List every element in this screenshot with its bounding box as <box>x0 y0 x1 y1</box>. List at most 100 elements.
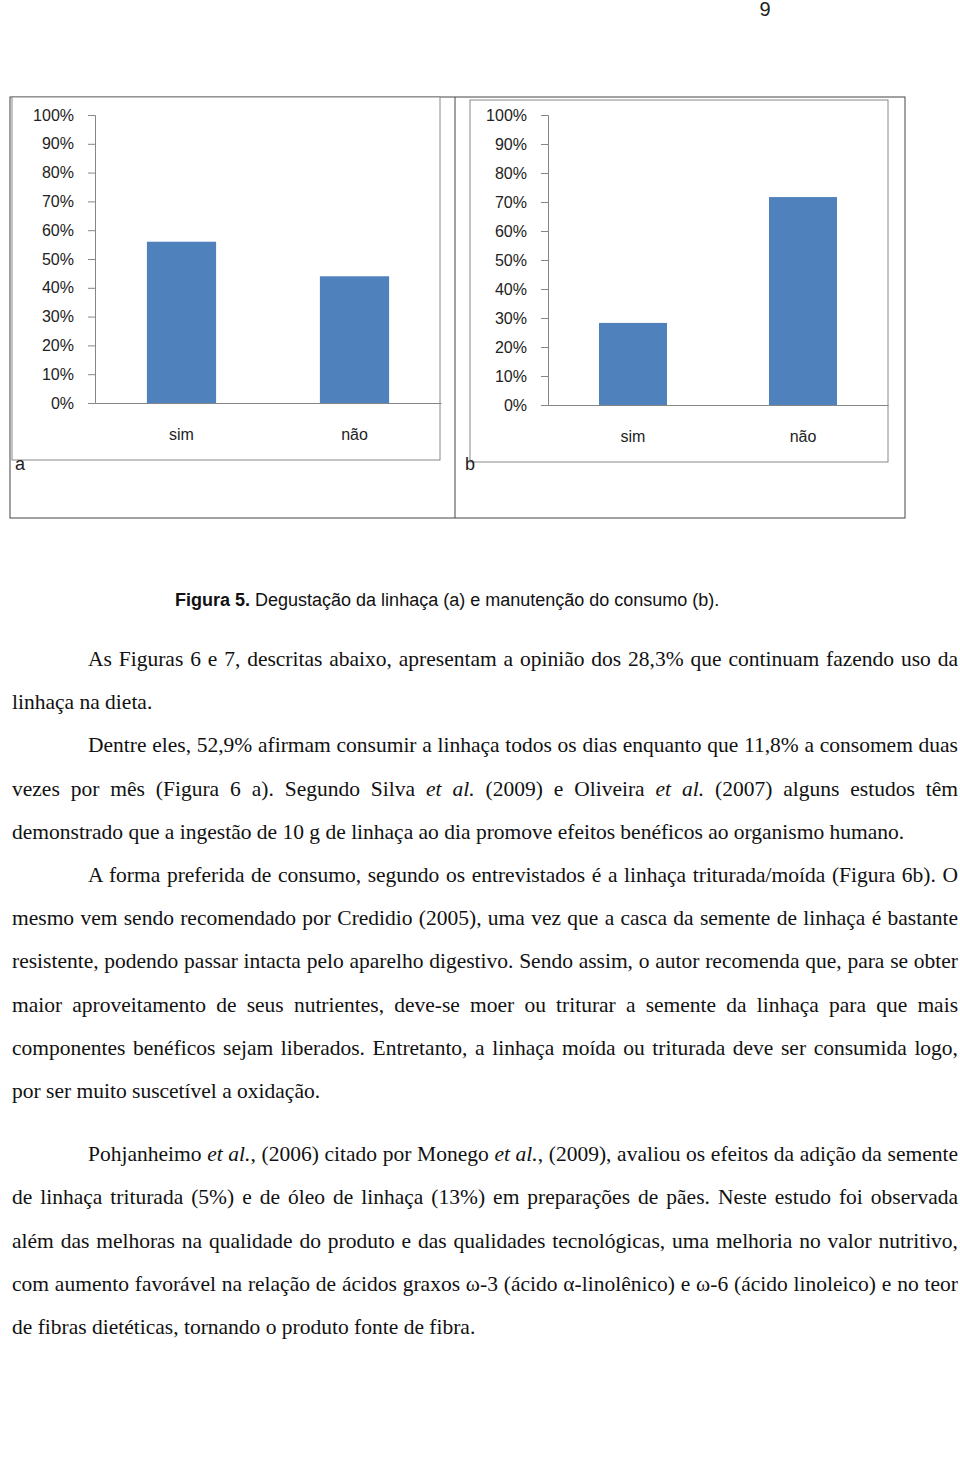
tick-label: 70% <box>42 193 74 210</box>
tick-label: 90% <box>495 136 527 153</box>
tick-label: 80% <box>42 164 74 181</box>
tick: 10% <box>42 366 95 383</box>
tick-mark <box>541 289 548 290</box>
bars <box>599 197 837 405</box>
tick-mark <box>88 144 95 145</box>
text-run: (2009) e Oliveira <box>475 777 656 801</box>
tick-label: 90% <box>42 135 74 152</box>
tick: 60% <box>42 222 95 239</box>
tick: 100% <box>33 107 95 124</box>
axis-line <box>541 116 549 406</box>
panel-label: a <box>15 454 26 474</box>
tick: não <box>790 405 817 445</box>
tick: 30% <box>42 308 95 325</box>
tick: não <box>341 403 368 443</box>
tick-label: 70% <box>495 194 527 211</box>
tick-label: 10% <box>495 368 527 385</box>
tick-label: 20% <box>42 337 74 354</box>
text-run: Pohjanheimo <box>88 1142 207 1166</box>
figure-caption: Figura 5. Degustação da linhaça (a) e ma… <box>175 590 719 610</box>
text-run: As Figuras 6 e 7, descritas abaixo, apre… <box>12 647 958 714</box>
tick: 0% <box>504 397 548 414</box>
tick: 90% <box>495 136 548 153</box>
axis-line <box>549 405 889 406</box>
tick-mark <box>541 405 548 406</box>
tick: 10% <box>495 368 548 385</box>
tick-label: 100% <box>486 107 527 124</box>
chart: 0% 10% 20% 30% 40% 50% 60% 70% 80% 90% 100% sim não <box>12 97 442 460</box>
tick-label: 60% <box>42 222 74 239</box>
tick-label: 40% <box>42 279 74 296</box>
tick-label: 10% <box>42 366 74 383</box>
tick: 70% <box>495 194 548 211</box>
tick: 0% <box>51 395 95 412</box>
tick-mark <box>541 231 548 232</box>
tick-label: 50% <box>42 251 74 268</box>
tick-label: 60% <box>495 223 527 240</box>
axis-line <box>88 116 96 404</box>
tick: 40% <box>495 281 548 298</box>
figure-frame <box>10 97 905 518</box>
tick-label: 0% <box>51 395 74 412</box>
italic-run: et al. <box>207 1142 250 1166</box>
text-body: As Figuras 6 e 7, descritas abaixo, apre… <box>12 638 958 1349</box>
paragraph: Pohjanheimo et al., (2006) citado por Mo… <box>12 1133 958 1349</box>
bar <box>599 323 667 405</box>
tick-mark <box>88 317 95 318</box>
tick: 90% <box>42 135 95 152</box>
caption-text: Degustação da linhaça (a) e manutenção d… <box>255 590 719 610</box>
italic-run: et al. <box>656 777 705 801</box>
tick-mark <box>541 115 548 116</box>
chart: 0% 10% 20% 30% 40% 50% 60% 70% 80% 90% 100% sim não <box>470 100 889 462</box>
y-axis: 0% 10% 20% 30% 40% 50% 60% 70% 80% 90% 100% <box>33 107 95 412</box>
tick-mark <box>541 347 548 348</box>
tick-mark <box>88 345 95 346</box>
tick: 40% <box>42 279 95 296</box>
tick-mark <box>88 374 95 375</box>
axis-line <box>96 403 442 404</box>
bars <box>147 242 389 403</box>
bar <box>147 242 216 403</box>
tick: 60% <box>495 223 548 240</box>
tick: 80% <box>495 165 548 182</box>
bar <box>769 197 837 405</box>
tick-mark <box>88 403 95 404</box>
tick: 50% <box>42 251 95 268</box>
x-axis: sim não <box>549 405 889 445</box>
tick-mark <box>88 115 95 116</box>
tick: 20% <box>495 339 548 356</box>
paragraph: As Figuras 6 e 7, descritas abaixo, apre… <box>12 638 958 724</box>
tick: 50% <box>495 252 548 269</box>
tick-mark <box>88 173 95 174</box>
caption-label: Figura 5. <box>175 590 250 610</box>
tick-mark <box>541 376 548 377</box>
tick-label: 40% <box>495 281 527 298</box>
tick-label: não <box>341 426 368 443</box>
tick: 30% <box>495 310 548 327</box>
tick: 100% <box>486 107 548 124</box>
tick: 20% <box>42 337 95 354</box>
tick-mark <box>541 202 548 203</box>
tick-label: 80% <box>495 165 527 182</box>
panel-label: b <box>465 454 475 474</box>
page-number: 9 <box>759 0 770 20</box>
tick-mark <box>88 288 95 289</box>
paragraph: Dentre eles, 52,9% afirmam consumir a li… <box>12 724 958 854</box>
tick: 70% <box>42 193 95 210</box>
italic-run: et al. <box>426 777 475 801</box>
chart-frame <box>12 97 440 460</box>
y-axis: 0% 10% 20% 30% 40% 50% 60% 70% 80% 90% 100% <box>486 107 548 414</box>
tick-mark <box>88 201 95 202</box>
tick: sim <box>169 403 194 443</box>
figure-divider <box>455 97 456 518</box>
tick-label: sim <box>621 428 646 445</box>
x-axis: sim não <box>96 403 442 443</box>
tick-label: 30% <box>495 310 527 327</box>
tick-mark <box>88 230 95 231</box>
tick-label: 50% <box>495 252 527 269</box>
tick-label: 0% <box>504 397 527 414</box>
tick-mark <box>541 318 548 319</box>
bar <box>320 276 389 403</box>
text-run: , (2009), avaliou os efeitos da adição d… <box>12 1142 958 1339</box>
tick-label: 100% <box>33 107 74 124</box>
